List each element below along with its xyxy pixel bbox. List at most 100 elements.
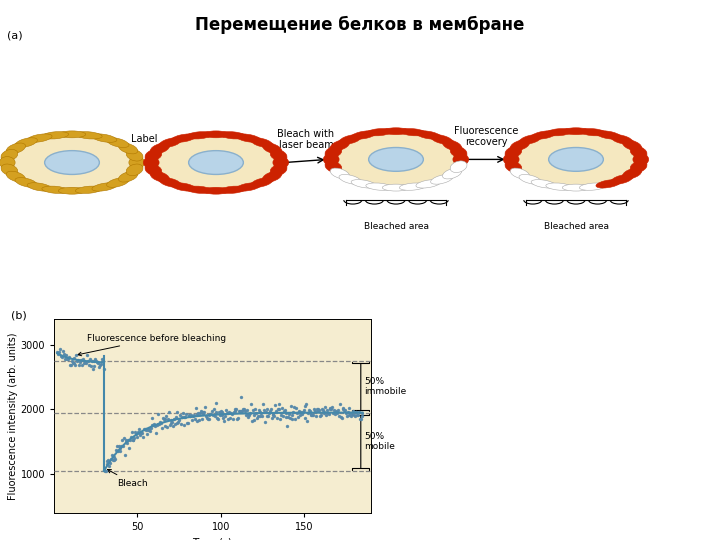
Ellipse shape (400, 183, 426, 190)
Point (151, 420, 163, 429)
Ellipse shape (325, 146, 342, 158)
Point (326, 403, 338, 411)
Point (220, 406, 232, 415)
Ellipse shape (202, 187, 230, 194)
Point (200, 412, 212, 421)
Point (150, 429, 162, 437)
Point (292, 413, 303, 421)
Point (121, 437, 132, 446)
Point (184, 411, 195, 420)
Point (333, 406, 344, 414)
Point (94, 363, 105, 372)
Point (235, 393, 247, 402)
Point (307, 411, 319, 420)
Ellipse shape (236, 183, 261, 191)
Ellipse shape (251, 138, 273, 147)
Point (333, 411, 345, 420)
Point (114, 447, 126, 455)
Ellipse shape (159, 138, 181, 147)
Point (139, 424, 150, 433)
Point (122, 436, 134, 445)
Ellipse shape (366, 183, 392, 190)
Ellipse shape (150, 171, 170, 182)
Point (105, 454, 117, 463)
Point (78, 359, 90, 367)
Point (148, 421, 159, 429)
Point (164, 421, 176, 429)
Ellipse shape (546, 129, 572, 136)
Text: Bleached area: Bleached area (544, 222, 608, 231)
Ellipse shape (339, 174, 361, 184)
Ellipse shape (510, 168, 530, 179)
Point (207, 407, 218, 416)
Point (161, 423, 173, 431)
Point (341, 408, 352, 417)
Point (227, 414, 238, 423)
Point (294, 408, 305, 416)
Point (251, 414, 263, 422)
Point (328, 408, 339, 417)
Point (73, 361, 85, 370)
Ellipse shape (1, 150, 18, 161)
Point (186, 411, 197, 420)
Point (96, 354, 108, 363)
Point (341, 412, 353, 421)
Point (355, 414, 366, 423)
Point (315, 412, 326, 421)
Point (190, 404, 202, 413)
Point (132, 427, 143, 436)
Ellipse shape (92, 134, 117, 143)
Point (332, 408, 343, 416)
Ellipse shape (611, 134, 633, 144)
Ellipse shape (400, 129, 426, 136)
Point (56, 352, 68, 361)
Point (186, 415, 198, 424)
Ellipse shape (143, 157, 159, 168)
Ellipse shape (596, 131, 621, 139)
Point (86, 356, 97, 365)
Ellipse shape (330, 168, 350, 179)
Point (285, 402, 297, 410)
Point (101, 460, 112, 468)
Text: Bleached area: Bleached area (364, 222, 428, 231)
Point (220, 411, 231, 420)
Point (230, 405, 241, 414)
Point (335, 413, 346, 421)
Point (146, 421, 158, 429)
Point (208, 404, 220, 413)
Ellipse shape (611, 174, 633, 184)
Point (148, 420, 160, 429)
Point (55, 352, 67, 361)
Point (140, 426, 152, 434)
Point (130, 429, 142, 438)
Ellipse shape (27, 183, 52, 191)
Point (316, 405, 328, 414)
Point (251, 409, 262, 417)
Ellipse shape (453, 153, 469, 165)
Point (256, 409, 267, 417)
Point (176, 413, 188, 422)
Point (201, 414, 212, 423)
Point (189, 415, 201, 424)
Ellipse shape (159, 178, 181, 187)
Point (349, 411, 361, 420)
Point (128, 434, 140, 443)
Point (202, 415, 214, 423)
Ellipse shape (505, 161, 522, 172)
Point (127, 435, 138, 444)
Point (94, 361, 106, 369)
Point (109, 456, 120, 464)
Ellipse shape (202, 131, 230, 138)
Point (58, 346, 69, 355)
Point (250, 404, 261, 413)
Point (217, 410, 228, 419)
Point (166, 416, 177, 424)
Point (80, 359, 91, 368)
Point (348, 410, 359, 419)
Point (274, 415, 286, 423)
Point (173, 418, 184, 427)
Point (91, 358, 103, 367)
Circle shape (7, 134, 137, 191)
Point (155, 418, 166, 427)
Text: Bleach with: Bleach with (277, 129, 335, 139)
